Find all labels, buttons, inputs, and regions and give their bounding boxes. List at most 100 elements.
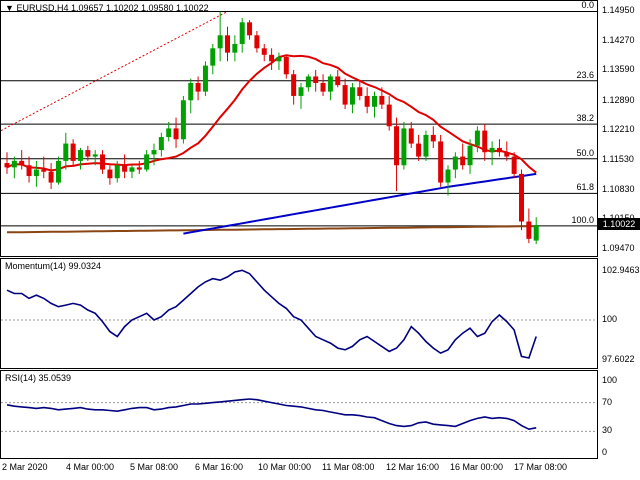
candle-body-2 (19, 160, 25, 166)
candle-body-30 (225, 35, 230, 53)
candle-body-49 (364, 95, 370, 107)
time-label-7: 16 Mar 00:00 (450, 462, 504, 472)
price-tick-5: 1.11530 (602, 153, 634, 164)
momentum-tick-1: 100 (602, 313, 618, 324)
trendline (1, 11, 228, 132)
time-label-1: 4 Mar 00:00 (66, 462, 115, 472)
candle-body-28 (210, 48, 216, 66)
candle-body-55 (408, 128, 414, 144)
time-label-4: 10 Mar 00:00 (258, 462, 312, 472)
candle-body-40 (298, 87, 304, 96)
candle-body-61 (452, 156, 458, 170)
time-label-2: 5 Mar 08:00 (130, 462, 179, 472)
rsi-tick-1: 70 (602, 396, 613, 407)
candle-body-72 (533, 224, 539, 241)
candle-body-5 (41, 169, 47, 172)
candle-body-21 (158, 137, 164, 151)
candle-body-12 (92, 154, 98, 157)
fib-label-5: 100.0 (571, 214, 594, 225)
momentum-tick-2: 97.6022 (602, 353, 635, 364)
fib-label-3: 50.0 (576, 147, 594, 158)
candle-body-64 (474, 130, 480, 146)
candle-body-39 (291, 74, 297, 96)
rsi-tick-3: 0 (602, 447, 608, 457)
momentum-pane[interactable]: Momentum(14) 99.0324 (0, 258, 598, 369)
candle-body-68 (504, 152, 510, 157)
fib-label-1: 23.6 (576, 69, 594, 80)
chart-header: ▼ EURUSD,H4 1.09657 1.10202 1.09580 1.10… (5, 3, 209, 13)
ma-blue-line (183, 172, 537, 235)
price-tick-8: 1.09470 (602, 242, 635, 253)
candle-body-22 (166, 128, 172, 138)
candle-body-66 (489, 147, 495, 153)
candle-body-1 (11, 160, 17, 168)
candle-body-11 (85, 150, 91, 157)
candle-body-44 (327, 76, 333, 92)
candle-body-14 (107, 169, 113, 179)
candle-body-67 (496, 147, 502, 153)
rsi-title: RSI(14) 35.0539 (5, 373, 72, 383)
candle-body-47 (349, 87, 355, 105)
candle-body-13 (100, 154, 106, 170)
candle-body-16 (122, 165, 128, 172)
momentum-title: Momentum(14) 99.0324 (5, 261, 102, 271)
price-tick-0: 1.14950 (602, 5, 635, 16)
candle-body-53 (394, 126, 400, 166)
candle-body-32 (239, 22, 245, 44)
candle-body-43 (320, 82, 326, 92)
time-axis: 2 Mar 2020 4 Mar 00:00 5 Mar 08:00 6 Mar 16… (0, 459, 640, 480)
time-label-8: 17 Mar 08:00 (514, 462, 568, 472)
candle-body-69 (511, 156, 517, 174)
candle-body-35 (261, 48, 267, 55)
price-chart-pane[interactable]: ▼ EURUSD,H4 1.09657 1.10202 1.09580 1.10… (0, 0, 598, 257)
candle-body-24 (180, 100, 186, 140)
symbol-ohlc-text: EURUSD,H4 1.09657 1.10202 1.09580 1.1002… (16, 3, 209, 13)
candle-body-33 (247, 22, 253, 36)
candle-body-10 (78, 150, 83, 161)
rsi-pane[interactable]: RSI(14) 35.0539 (0, 370, 598, 459)
candle-body-26 (195, 82, 201, 92)
triangle-down-icon[interactable]: ▼ (5, 3, 14, 13)
rsi-tick-2: 30 (602, 425, 613, 436)
candle-body-42 (313, 76, 319, 83)
price-tick-3: 1.12890 (602, 94, 635, 105)
candle-body-3 (26, 165, 32, 177)
candle-body-15 (114, 165, 120, 179)
current-price-label: 1.10022 (598, 217, 640, 230)
candle-body-58 (430, 134, 436, 142)
candle-body-56 (416, 143, 422, 157)
price-tick-4: 1.12210 (602, 124, 635, 135)
candle-body-4 (33, 169, 39, 177)
candle-body-34 (254, 35, 260, 49)
candle-body-51 (379, 95, 385, 105)
candle-body-8 (63, 143, 69, 161)
rsi-canvas (1, 398, 597, 432)
time-label-3: 6 Mar 16:00 (195, 462, 244, 472)
candle-body-9 (70, 143, 76, 161)
candle-body-19 (144, 154, 150, 170)
fib-label-2: 38.2 (576, 113, 594, 124)
time-label-0: 2 Mar 2020 (2, 462, 48, 472)
fib-label-0: 0.0 (581, 0, 594, 11)
candle-body-45 (335, 76, 341, 86)
time-label-5: 11 Mar 08:00 (322, 462, 375, 472)
candle-body-71 (526, 221, 532, 239)
candle-body-70 (519, 173, 524, 222)
candle-body-37 (276, 56, 282, 62)
momentum-line (6, 269, 537, 359)
candle-body-38 (283, 56, 289, 75)
momentum-canvas (1, 269, 597, 359)
candle-body-25 (188, 82, 194, 101)
price-tick-6: 1.10830 (602, 183, 635, 194)
candle-body-52 (386, 104, 392, 127)
ma-brown-line (7, 225, 537, 234)
price-chart-canvas (1, 10, 597, 245)
candle-body-0 (4, 163, 10, 168)
candle-body-23 (173, 128, 179, 140)
candle-body-50 (372, 95, 377, 107)
candle-body-31 (232, 43, 238, 53)
candle-body-62 (460, 156, 466, 166)
momentum-tick-0: 102.9463 (602, 265, 640, 276)
candle-body-29 (217, 35, 223, 49)
momentum-axis: 102.9463 100 97.6022 (598, 258, 640, 369)
